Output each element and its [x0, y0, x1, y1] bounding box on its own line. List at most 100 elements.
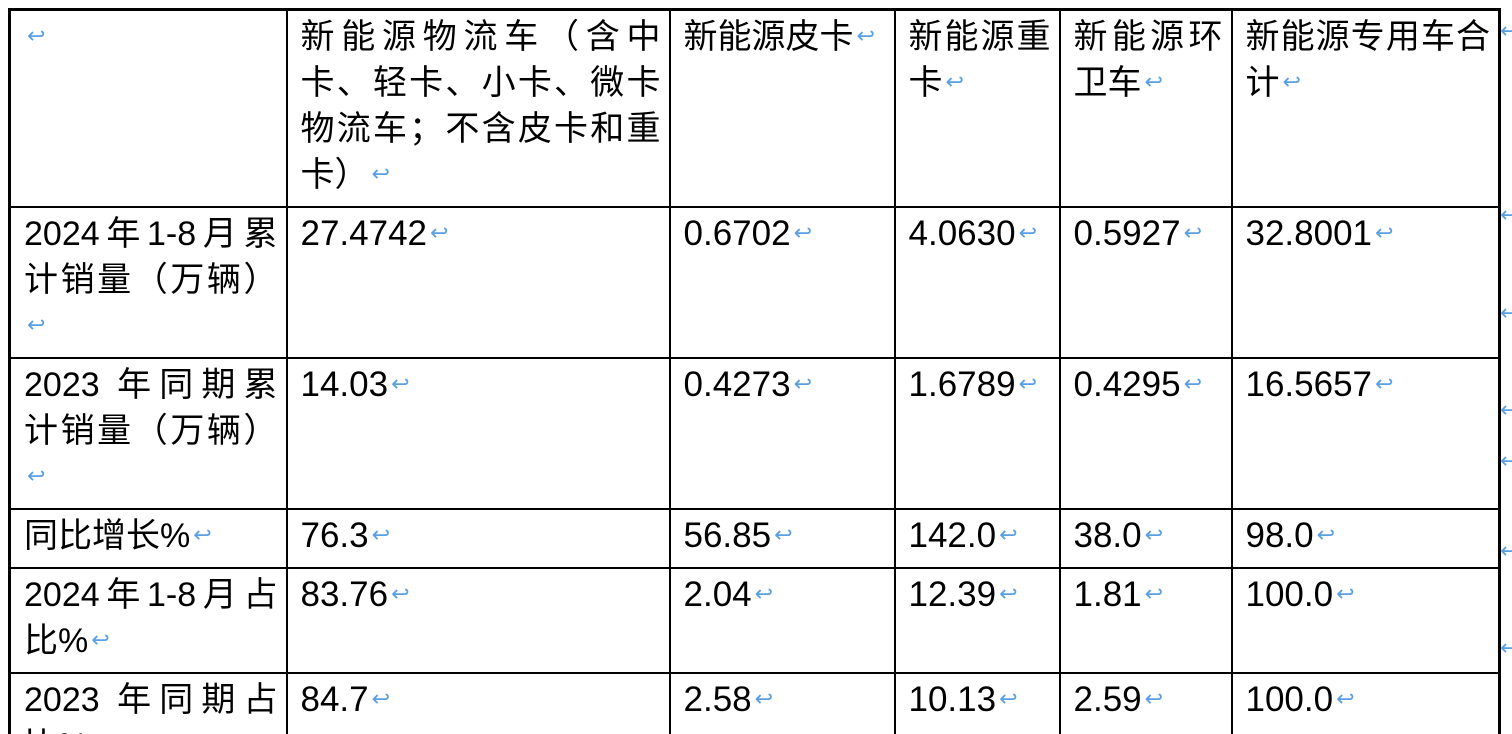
header-label: 新能源重卡 [908, 18, 1051, 102]
paragraph-mark: ↩ [754, 687, 774, 712]
header-cell-empty[interactable]: ↩ [8, 8, 288, 208]
table-header-row: ↩ 新能源物流车（含中卡、轻卡、小卡、微卡物流车；不含皮卡和重卡） ↩ 新能源皮卡… [8, 8, 1501, 208]
cell-value: 14.03 [300, 365, 389, 404]
paragraph-mark: ↩ [193, 523, 212, 548]
row-label[interactable]: 2024年1-8月累计销量（万辆） ↩ [8, 206, 288, 359]
cell-value: 2.58 [683, 680, 752, 719]
cell-value: 84.7 [300, 680, 369, 719]
paragraph-mark: ↩ [754, 582, 774, 607]
paragraph-mark: ↩ [1144, 687, 1164, 712]
paragraph-mark: ↩ [391, 372, 410, 397]
value-cell[interactable]: 1.6789 ↩ [893, 357, 1061, 510]
cell-value: 0.4295 [1073, 365, 1181, 404]
cell-value: 38.0 [1073, 516, 1142, 555]
table-row-yoy-growth: 同比增长% ↩ 76.3 ↩ 56.85 ↩ 142.0 ↩ 38.0 ↩ 98.0 ↩ [8, 508, 1501, 569]
nev-sales-table: ↩ 新能源物流车（含中卡、轻卡、小卡、微卡物流车；不含皮卡和重卡） ↩ 新能源皮卡… [8, 8, 1501, 734]
row-end-paragraph-mark: ↩ [1500, 636, 1512, 661]
value-cell[interactable]: 14.03 ↩ [285, 357, 671, 510]
paragraph-mark: ↩ [1144, 523, 1164, 548]
value-cell[interactable]: 0.4295 ↩ [1058, 357, 1233, 510]
paragraph-mark: ↩ [1282, 70, 1301, 95]
cell-value: 4.0630 [908, 214, 1016, 253]
header-label: 新能源皮卡 [683, 18, 854, 56]
value-cell[interactable]: 100.0 ↩ [1230, 672, 1501, 734]
cell-value: 32.8001 [1245, 214, 1373, 253]
paragraph-mark: ↩ [999, 687, 1018, 712]
paragraph-mark: ↩ [1018, 372, 1037, 397]
value-cell[interactable]: 100.0 ↩ [1230, 567, 1501, 674]
cell-value: 100.0 [1245, 680, 1334, 719]
paragraph-mark: ↩ [371, 523, 391, 548]
value-cell[interactable]: 38.0 ↩ [1058, 508, 1233, 569]
value-cell[interactable]: 98.0 ↩ [1230, 508, 1501, 569]
paragraph-mark: ↩ [1144, 582, 1164, 607]
cell-value: 100.0 [1245, 575, 1334, 614]
paragraph-mark: ↩ [27, 24, 46, 49]
cell-value: 98.0 [1245, 516, 1314, 555]
value-cell[interactable]: 2.59 ↩ [1058, 672, 1233, 734]
row-end-paragraph-mark: ↩ [1500, 203, 1512, 228]
value-cell[interactable]: 0.5927 ↩ [1058, 206, 1233, 359]
header-cell-logistics[interactable]: 新能源物流车（含中卡、轻卡、小卡、微卡物流车；不含皮卡和重卡） ↩ [285, 8, 671, 208]
value-cell[interactable]: 10.13 ↩ [893, 672, 1061, 734]
header-cell-special-total[interactable]: 新能源专用车合计 ↩ [1230, 8, 1501, 208]
cell-value: 83.76 [300, 575, 389, 614]
row-label[interactable]: 2024年1-8月占比% ↩ [8, 567, 288, 674]
cell-value: 16.5657 [1245, 365, 1373, 404]
paragraph-mark: ↩ [793, 221, 812, 246]
cell-value: 0.6702 [683, 214, 791, 253]
value-cell[interactable]: 2.04 ↩ [668, 567, 896, 674]
row-end-paragraph-mark: ↩ [1500, 449, 1512, 474]
paragraph-mark: ↩ [793, 372, 812, 397]
value-cell[interactable]: 83.76 ↩ [285, 567, 671, 674]
paragraph-mark: ↩ [999, 582, 1018, 607]
value-cell[interactable]: 4.0630 ↩ [893, 206, 1061, 359]
header-cell-sanitation[interactable]: 新能源环卫车 ↩ [1058, 8, 1233, 208]
row-end-paragraph-mark: ↩ [1500, 301, 1512, 326]
value-cell[interactable]: 12.39 ↩ [893, 567, 1061, 674]
paragraph-mark: ↩ [1183, 372, 1202, 397]
paragraph-mark: ↩ [945, 70, 964, 95]
header-label: 新能源环卫车 [1073, 18, 1223, 102]
value-cell[interactable]: 84.7 ↩ [285, 672, 671, 734]
value-cell[interactable]: 2.58 ↩ [668, 672, 896, 734]
value-cell[interactable]: 27.4742 ↩ [285, 206, 671, 359]
row-end-paragraph-mark: ↩ [1500, 398, 1512, 423]
value-cell[interactable]: 56.85 ↩ [668, 508, 896, 569]
paragraph-mark: ↩ [1183, 221, 1202, 246]
paragraph-mark: ↩ [1336, 582, 1355, 607]
header-cell-heavy-truck[interactable]: 新能源重卡 ↩ [893, 8, 1061, 208]
row-label[interactable]: 2023 年同期累计销量（万辆） ↩ [8, 357, 288, 510]
value-cell[interactable]: 0.4273 ↩ [668, 357, 896, 510]
value-cell[interactable]: 0.6702 ↩ [668, 206, 896, 359]
paragraph-mark: ↩ [91, 628, 110, 653]
header-label: 新能源物流车（含中卡、轻卡、小卡、微卡物流车；不含皮卡和重卡） [300, 18, 661, 194]
cell-value: 10.13 [908, 680, 997, 719]
row-label[interactable]: 同比增长% ↩ [8, 508, 288, 569]
paragraph-mark: ↩ [430, 221, 449, 246]
paragraph-mark: ↩ [391, 582, 410, 607]
row-label-text: 2023 年同期累计销量（万辆） [24, 366, 278, 450]
header-cell-pickup[interactable]: 新能源皮卡 ↩ [668, 8, 896, 208]
row-label[interactable]: 2023 年同期占比%↩ [8, 672, 288, 734]
cell-value: 142.0 [908, 516, 997, 555]
cell-value: 76.3 [300, 516, 369, 555]
row-label-text: 2024年1-8月占比% [24, 576, 278, 660]
cell-value: 56.85 [683, 516, 772, 555]
table-row-2024-sales: 2024年1-8月累计销量（万辆）↩ 27.4742 ↩ 0.6702 ↩ 4.06… [8, 206, 1501, 359]
value-cell[interactable]: 1.81 ↩ [1058, 567, 1233, 674]
cell-value: 1.6789 [908, 365, 1016, 404]
header-label: 新能源专用车合计 [1245, 18, 1491, 102]
cell-value: 2.59 [1073, 680, 1142, 719]
paragraph-mark: ↩ [774, 523, 793, 548]
table-row-2024-share: 2024年1-8月占比% ↩ 83.76 ↩ 2.04 ↩ 12.39 ↩ 1.81 ↩ … [8, 567, 1501, 674]
value-cell[interactable]: 32.8001 ↩ [1230, 206, 1501, 359]
paragraph-mark: ↩ [27, 464, 46, 489]
paragraph-mark: ↩ [1018, 221, 1037, 246]
paragraph-mark: ↩ [371, 162, 390, 187]
value-cell[interactable]: 142.0 ↩ [893, 508, 1061, 569]
value-cell[interactable]: 16.5657 ↩ [1230, 357, 1501, 510]
row-label-text: 2023 年同期占比% [24, 681, 278, 734]
value-cell[interactable]: 76.3 ↩ [285, 508, 671, 569]
